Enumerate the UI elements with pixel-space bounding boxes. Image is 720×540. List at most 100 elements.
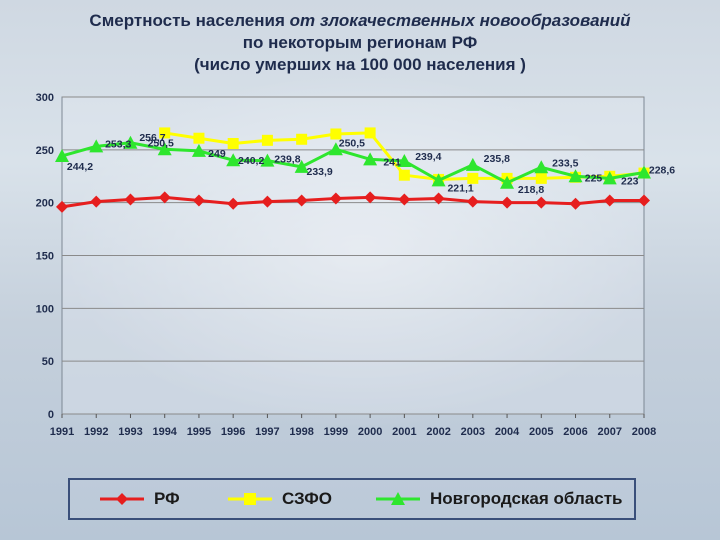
data-point	[501, 196, 514, 209]
data-label: 250,5	[148, 137, 174, 149]
title-line-1: Смертность населения от злокачественных …	[0, 10, 720, 32]
x-tick-label: 2005	[529, 426, 553, 438]
data-label: 239,8	[274, 154, 300, 166]
series-2	[55, 135, 651, 189]
data-label: 240,2	[238, 155, 264, 167]
data-point	[296, 133, 308, 145]
x-tick-label: 1998	[289, 426, 313, 438]
data-point	[330, 128, 342, 140]
data-label: 253,3	[105, 138, 131, 150]
legend: РФ СЗФО Новгородская область	[68, 478, 636, 520]
data-point	[193, 132, 205, 144]
y-tick-label: 200	[36, 198, 54, 210]
legend-label-novgorod: Новгородская область	[430, 489, 623, 508]
data-label: 244,2	[67, 161, 93, 173]
data-label: 241	[383, 156, 401, 168]
data-point	[227, 137, 239, 149]
data-point	[56, 200, 68, 213]
legend-marker-novgorod	[376, 492, 420, 505]
data-label: 218,8	[518, 184, 544, 196]
x-tick-label: 2008	[632, 426, 656, 438]
data-point	[467, 172, 479, 184]
data-point	[90, 195, 103, 208]
legend-marker-rf	[100, 493, 144, 505]
data-point	[397, 154, 412, 168]
title-line-1-italic: от злокачественных новообразований	[289, 11, 631, 30]
x-tick-label: 1994	[152, 426, 177, 438]
data-point	[192, 194, 205, 207]
data-point	[568, 169, 583, 183]
data-point	[294, 159, 309, 173]
y-tick-label: 300	[36, 92, 54, 104]
data-point	[55, 148, 69, 162]
data-point	[261, 195, 274, 208]
series-layer	[55, 127, 651, 213]
data-point	[261, 134, 273, 146]
data-point	[637, 165, 651, 179]
data-label: 239,4	[415, 151, 441, 163]
data-point	[226, 153, 241, 167]
x-tick-label: 2007	[598, 426, 622, 438]
data-point	[534, 160, 549, 174]
data-point	[432, 192, 445, 205]
data-point	[431, 173, 446, 187]
x-tick-label: 1992	[84, 426, 108, 438]
y-tick-label: 150	[36, 251, 54, 263]
title-line-1-plain: Смертность населения	[89, 11, 290, 30]
data-label: 221,1	[447, 182, 473, 194]
data-point	[602, 171, 617, 185]
data-point	[363, 152, 378, 166]
y-tick-label: 50	[42, 356, 54, 368]
x-tick-label: 1993	[118, 426, 142, 438]
data-label: 250,5	[339, 137, 365, 149]
data-label: 233,5	[552, 157, 578, 169]
series-0	[56, 191, 650, 213]
data-point	[465, 157, 480, 171]
title-line-3: (число умерших на 100 000 населения )	[194, 55, 526, 74]
legend-label-rf: РФ	[154, 489, 180, 508]
data-point	[260, 153, 275, 167]
data-point	[466, 195, 479, 208]
data-point	[638, 194, 650, 207]
legend-item-novgorod[interactable]: Новгородская область	[376, 480, 622, 518]
data-point	[158, 191, 171, 204]
y-tick-label: 0	[48, 409, 54, 421]
legend-item-szfo[interactable]: СЗФО	[228, 480, 332, 518]
data-point	[227, 197, 240, 210]
x-tick-label: 2003	[461, 426, 485, 438]
data-point	[364, 127, 376, 139]
data-point	[364, 191, 377, 204]
x-axis: 1991 1992 1993 1994 1995 1996 1997 1998 1999 2000…	[50, 414, 656, 438]
data-label: 223	[621, 175, 639, 187]
data-point	[329, 192, 342, 205]
data-point	[159, 127, 171, 139]
legend-marker-szfo	[228, 493, 272, 505]
x-tick-label: 1997	[255, 426, 279, 438]
y-tick-label: 100	[36, 303, 54, 315]
data-point	[123, 135, 138, 149]
data-point	[191, 143, 206, 157]
data-point	[124, 193, 137, 206]
x-tick-label: 2000	[358, 426, 382, 438]
x-tick-label: 1991	[50, 426, 74, 438]
data-label: 233,9	[307, 166, 333, 178]
data-label: 256,7	[139, 132, 165, 144]
data-label: 225	[585, 172, 603, 184]
data-point	[295, 194, 308, 207]
data-point	[89, 139, 104, 153]
data-point	[398, 169, 410, 181]
x-tick-label: 1996	[221, 426, 245, 438]
data-point	[157, 142, 172, 156]
data-point	[603, 194, 616, 207]
series-line-2	[61, 141, 645, 185]
title-line-2: по некоторым регионам РФ	[242, 33, 478, 52]
data-label: 235,8	[484, 153, 510, 165]
y-axis: 0 50 100 150 200 250 300	[36, 92, 54, 421]
data-point	[535, 172, 547, 184]
data-label: 228,6	[649, 164, 675, 176]
data-point	[398, 193, 411, 206]
data-point	[569, 197, 582, 210]
legend-item-rf[interactable]: РФ	[100, 480, 180, 518]
